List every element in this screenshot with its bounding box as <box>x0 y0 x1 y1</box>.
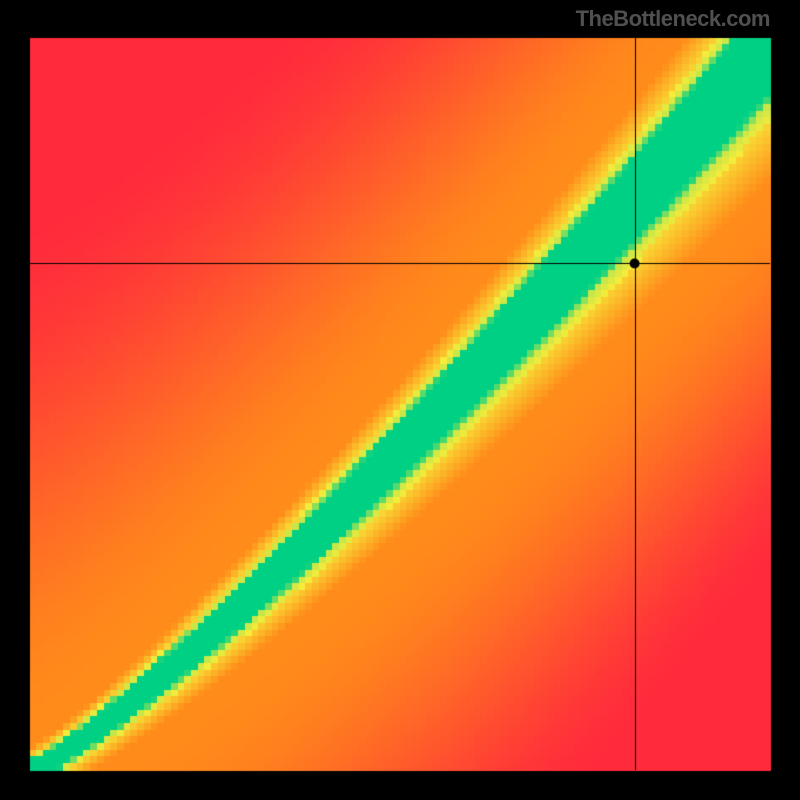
watermark-text: TheBottleneck.com <box>576 6 770 32</box>
bottleneck-heatmap <box>0 0 800 800</box>
